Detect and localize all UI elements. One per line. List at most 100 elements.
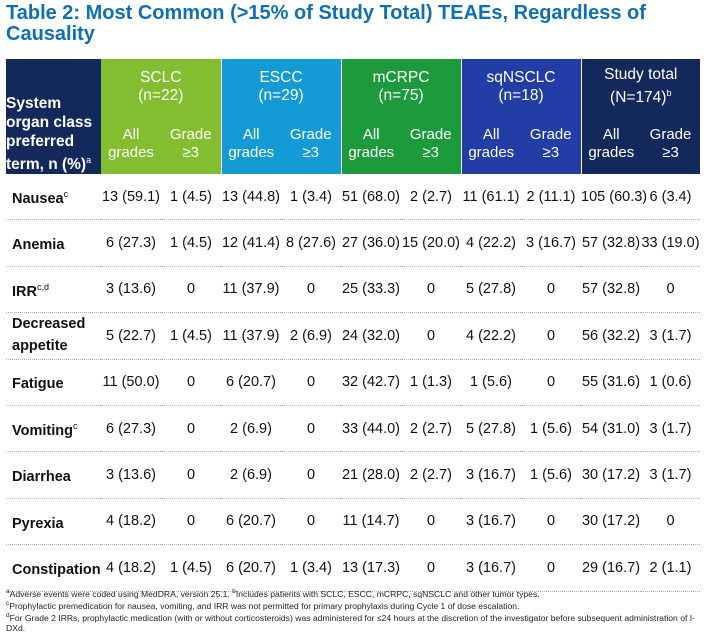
cell-all-grades: 54 (31.0)	[581, 420, 641, 437]
cell-grade3: 0	[306, 513, 316, 530]
row-term-label: Pyrexia	[12, 515, 64, 532]
cell-grade3: 0	[306, 420, 316, 437]
footnote-line: cProphylactic premedication for nausea, …	[6, 600, 520, 612]
cell-all-grades: 11 (61.1)	[462, 188, 520, 205]
cell-grade3: 0	[186, 281, 196, 298]
cell-grade3: 0	[546, 559, 556, 576]
cell-all-grades: 32 (42.7)	[341, 374, 401, 391]
cell-all-grades: 11 (50.0)	[102, 374, 160, 391]
soc-header: System organ class preferred term, n (%)…	[6, 59, 101, 174]
subheader-row: All grades Grade ≥3 All grades Grade ≥3 …	[6, 114, 701, 174]
group-header-escc: ESCC (n=29)	[220, 59, 341, 114]
cell-all-grades: 4 (22.2)	[466, 327, 516, 344]
table-row: Constipation 4 (18.2) 1 (4.5) 6 (20.7) 1 (3.…	[6, 545, 701, 592]
cell-grade3: 0	[426, 327, 436, 344]
cell-grade3: 3 (1.7)	[649, 327, 692, 344]
cell-all-grades: 3 (16.7)	[466, 513, 516, 530]
row-term: IRRc,d	[6, 266, 101, 312]
row-term: Decreased appetite	[6, 313, 101, 359]
cell-all-grades: 3 (13.6)	[106, 467, 156, 484]
row-term: Anemia	[6, 220, 101, 266]
cell-grade3: 1 (4.5)	[170, 559, 212, 576]
footnotes: aAdverse events were coded using MedDRA,…	[6, 587, 702, 634]
subheader-grade3: Grade ≥3	[521, 114, 582, 174]
cell-all-grades: 4 (18.2)	[106, 559, 156, 576]
cell-all-grades: 55 (31.6)	[581, 374, 641, 391]
subheader-grade3: Grade ≥3	[401, 114, 461, 174]
cell-grade3: 1 (4.5)	[170, 327, 212, 344]
cell-all-grades: 27 (36.0)	[341, 235, 401, 252]
row-term-label: Constipation	[12, 561, 101, 578]
cell-grade3: 1 (4.5)	[170, 188, 212, 205]
row-term-label: IRR	[12, 283, 37, 300]
cell-grade3: 1 (5.6)	[530, 420, 572, 437]
cell-all-grades: 6 (20.7)	[226, 559, 276, 576]
cell-all-grades: 2 (6.9)	[230, 467, 272, 484]
cell-all-grades: 13 (17.3)	[341, 559, 401, 576]
cell-all-grades: 105 (60.3)	[581, 188, 648, 205]
cell-grade3: 1 (4.5)	[170, 235, 212, 252]
page-title: Table 2: Most Common (>15% of Study Tota…	[6, 2, 646, 45]
cell-grade3: 3 (1.7)	[649, 420, 692, 437]
cell-all-grades: 5 (27.8)	[466, 420, 516, 437]
cell-all-grades: 6 (27.3)	[106, 235, 156, 252]
cell-grade3: 6 (3.4)	[649, 188, 692, 205]
row-term: Nauseac	[6, 174, 101, 220]
cell-all-grades: 57 (32.8)	[581, 281, 641, 298]
subheader-all-grades: All grades	[340, 114, 401, 174]
cell-all-grades: 5 (22.7)	[106, 327, 156, 344]
subheader-all-grades: All grades	[220, 114, 281, 174]
cell-grade3: 2 (2.7)	[410, 420, 452, 437]
cell-grade3: 0	[666, 281, 675, 298]
cell-all-grades: 30 (17.2)	[581, 467, 641, 484]
cell-grade3: 2 (1.1)	[649, 559, 692, 576]
cell-grade3: 0	[306, 467, 316, 484]
cell-all-grades: 4 (22.2)	[466, 235, 516, 252]
row-term: Vomitingc	[6, 405, 101, 451]
cell-all-grades: 11 (37.9)	[222, 327, 280, 344]
table-body: Nauseac 13 (59.1) 1 (4.5) 13 (44.8) 1 (3.4) 5…	[6, 174, 701, 592]
cell-grade3: 0	[186, 467, 196, 484]
group-header-mcrpc: mCRPC (n=75)	[340, 59, 461, 114]
cell-all-grades: 2 (6.9)	[230, 420, 272, 437]
cell-all-grades: 56 (32.2)	[581, 327, 641, 344]
table-row: Pyrexia 4 (18.2) 0 6 (20.7) 0 11 (14.7) 0 3 (16…	[6, 498, 701, 545]
subheader-grade3: Grade ≥3	[161, 114, 221, 174]
cell-grade3: 8 (27.6)	[286, 235, 336, 252]
row-term-label: Fatigue	[12, 376, 64, 393]
cell-grade3: 1 (0.6)	[649, 374, 692, 391]
row-term-footnote-mark: c	[63, 188, 69, 199]
footnote-line: aAdverse events were coded using MedDRA,…	[6, 588, 540, 599]
row-term-label: Decreased appetite	[12, 316, 86, 355]
table-row: Anemia 6 (27.3) 1 (4.5) 12 (41.4) 8 (27.6) 27…	[6, 220, 701, 267]
cell-all-grades: 30 (17.2)	[581, 513, 641, 530]
row-term: Fatigue	[6, 359, 101, 405]
cell-all-grades: 5 (27.8)	[466, 281, 516, 298]
cell-grade3: 2 (6.9)	[290, 327, 332, 344]
table-row: Decreased appetite 5 (22.7) 1 (4.5) 11 (37.…	[6, 313, 701, 360]
cell-all-grades: 13 (44.8)	[221, 188, 281, 205]
cell-all-grades: 11 (14.7)	[342, 513, 400, 530]
cell-all-grades: 6 (20.7)	[226, 374, 276, 391]
table-row: Diarrhea 3 (13.6) 0 2 (6.9) 0 21 (28.0) 2 (2.7…	[6, 452, 701, 499]
cell-grade3: 1 (1.3)	[410, 374, 452, 391]
table-row: IRRc,d 3 (13.6) 0 11 (37.9) 0 25 (33.3) 0 5 (27…	[6, 266, 701, 313]
subheader-grade3: Grade ≥3	[281, 114, 341, 174]
cell-all-grades: 3 (13.6)	[106, 281, 156, 298]
cell-grade3: 1 (5.6)	[530, 467, 572, 484]
cell-grade3: 0	[186, 513, 196, 530]
cell-all-grades: 3 (16.7)	[466, 559, 516, 576]
subheader-all-grades: All grades	[460, 114, 521, 174]
row-term-label: Anemia	[12, 237, 65, 253]
cell-grade3: 0	[666, 513, 675, 530]
row-term-footnote-mark: c	[72, 420, 78, 431]
table-row: Nauseac 13 (59.1) 1 (4.5) 13 (44.8) 1 (3.4) 5…	[6, 174, 701, 220]
cell-grade3: 0	[426, 513, 436, 530]
row-term: Diarrhea	[6, 452, 101, 498]
group-header-sqnsclc: sqNSCLC (n=18)	[460, 59, 582, 114]
cell-grade3: 0	[426, 559, 436, 576]
teae-table: System organ class preferred term, n (%)…	[6, 59, 701, 592]
cell-grade3: 0	[546, 374, 556, 391]
table-row: Fatigue 11 (50.0) 0 6 (20.7) 0 32 (42.7) 1 (1.…	[6, 359, 701, 406]
cell-grade3: 2 (2.7)	[410, 188, 452, 205]
